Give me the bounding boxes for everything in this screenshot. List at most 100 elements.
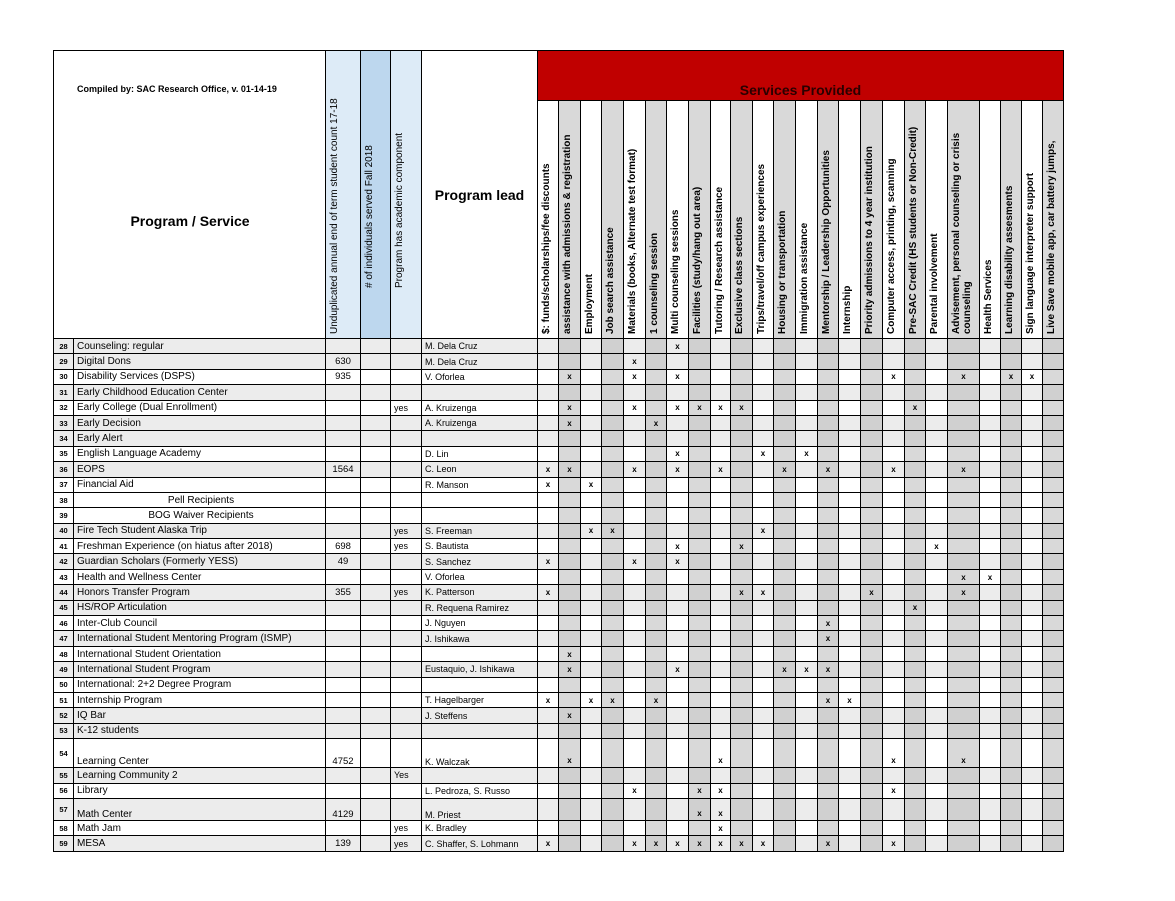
service-cell [773,630,796,647]
service-cell [882,491,905,509]
service-cell [817,676,839,693]
service-cell [773,782,796,799]
service-cell [925,337,948,355]
student-count [325,476,361,493]
service-cell [817,767,839,784]
count-column-header: Unduplicated annual end of term student … [325,50,361,339]
table-row: 45 HS/ROP Articulation R. Requena Ramirez x [53,599,1064,617]
service-cell [623,476,646,493]
row-number: 54 [53,738,74,769]
service-cell [558,797,581,821]
service-cell [601,507,624,524]
service-header: Pre-SAC Credit (HS students or Non-Credi… [904,100,926,339]
service-cell [688,722,711,740]
service-cell [558,722,581,740]
row-number: 35 [53,445,74,463]
service-header: Mentorship / Leadership Opportunities [817,100,839,339]
service-cell [580,414,602,432]
service-cell [904,738,926,769]
service-cell [623,337,646,355]
service-cell [1021,568,1043,586]
service-cell [979,615,1001,632]
student-count: 630 [325,353,361,370]
student-count: 49 [325,553,361,570]
service-cell [1021,538,1043,555]
service-cell [860,522,883,540]
service-cell: x [623,461,646,478]
service-cell [730,599,753,617]
service-cell [1021,414,1043,432]
service-cell [580,676,602,693]
service-cell [979,767,1001,784]
row-number: 58 [53,819,74,837]
table-row: 30 Disability Services (DSPS) 935 V. Oforle… [53,368,1064,386]
academic-component [390,553,422,570]
service-cell: x [730,399,753,416]
service-cell [601,645,624,663]
program-lead-header: Program lead [421,50,538,339]
service-cell [558,553,581,570]
service-cell [947,337,980,355]
service-cell [558,476,581,493]
service-cell [947,722,980,740]
service-cell [904,491,926,509]
service-cell [795,676,818,693]
service-cell [795,722,818,740]
service-cell [710,491,731,509]
service-cell [882,384,905,401]
service-cell [1021,738,1043,769]
service-cell [623,568,646,586]
service-cell [773,430,796,447]
program-lead: K. Patterson [421,584,538,601]
service-cell [838,835,861,852]
service-cell: x [558,738,581,769]
service-cell [623,661,646,678]
service-cell: x [537,584,559,601]
academic-component [390,661,422,678]
service-cell [882,630,905,647]
service-cell [925,599,948,617]
academic-component [390,722,422,740]
service-cell [688,630,711,647]
student-count [325,661,361,678]
service-cell [838,707,861,724]
service-cell [947,691,980,709]
service-cell [580,584,602,601]
service-cell [1021,819,1043,837]
service-cell [904,507,926,524]
program-lead: L. Pedroza, S. Russo [421,782,538,799]
service-cell [730,767,753,784]
service-cell [947,767,980,784]
program-lead: J. Steffens [421,707,538,724]
service-cell [838,568,861,586]
program-lead [421,430,538,447]
service-cell [838,384,861,401]
individuals-served [360,538,391,555]
row-number: 57 [53,797,74,821]
service-cell [979,368,1001,386]
service-cell [730,819,753,837]
service-cell [666,676,689,693]
service-cell [1042,722,1064,740]
service-cell [752,767,774,784]
service-cell [860,676,883,693]
service-cell [601,661,624,678]
service-cell: x [817,661,839,678]
academic-component [390,384,422,401]
service-cell [947,476,980,493]
academic-component [390,491,422,509]
individuals-served [360,353,391,370]
program-name: International: 2+2 Degree Program [73,676,326,693]
service-cell [558,491,581,509]
service-cell: x [710,738,731,769]
service-cell [1000,538,1022,555]
service-cell [558,630,581,647]
individuals-served [360,661,391,678]
academic-component [390,414,422,432]
service-cell [645,553,667,570]
service-cell [730,522,753,540]
service-cell [688,522,711,540]
service-cell [773,445,796,463]
service-cell [710,353,731,370]
service-cell: x [947,461,980,478]
